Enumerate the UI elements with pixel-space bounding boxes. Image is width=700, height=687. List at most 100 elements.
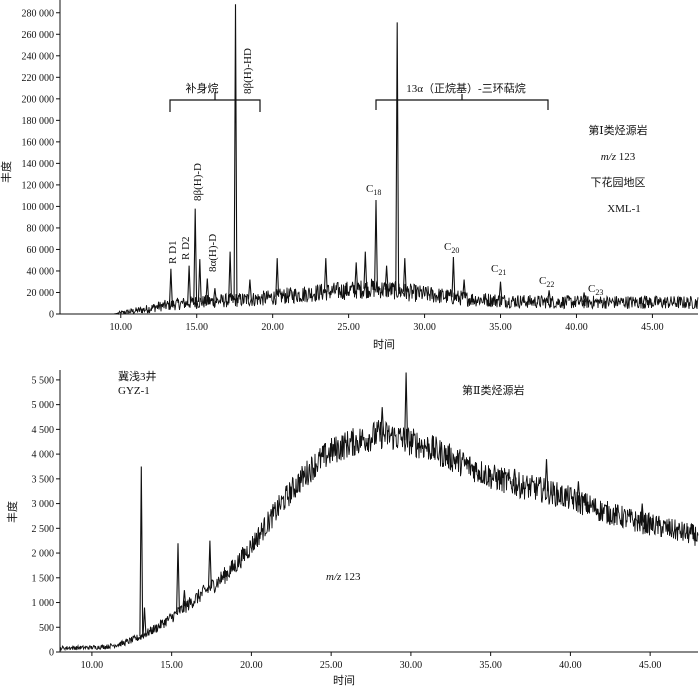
y-tick-label: 260 000 xyxy=(22,30,55,41)
peak xyxy=(402,258,407,292)
x-tick-label: 35.00 xyxy=(489,322,512,333)
label-tricyclic: 13α（正烷基）-三环萜烷 xyxy=(406,81,525,95)
y-tick-label: 60 000 xyxy=(27,245,55,256)
x-tick-label: 15.00 xyxy=(160,660,183,671)
bottom-peak-spikes xyxy=(139,372,645,637)
peak xyxy=(642,295,647,303)
peak xyxy=(247,279,252,300)
bottom-y-axis-label: 丰度 xyxy=(5,501,19,523)
top-x-ticks: 10.00 15.00 20.00 25.00 30.00 35.00 40.00 45.00 xyxy=(110,314,664,333)
peak xyxy=(275,258,280,297)
y-tick-label: 4 000 xyxy=(32,450,55,461)
x-tick-label: 20.00 xyxy=(261,322,284,333)
peak xyxy=(212,288,217,302)
label-c20: C20 xyxy=(444,241,459,255)
y-tick-label: 1 500 xyxy=(32,573,55,584)
peak xyxy=(640,503,645,523)
y-tick-label: 0 xyxy=(49,310,54,321)
peak xyxy=(193,208,198,303)
y-tick-label: 2 500 xyxy=(32,524,55,535)
x-tick-label: 35.00 xyxy=(479,660,502,671)
y-tick-label: 180 000 xyxy=(22,116,55,127)
peak xyxy=(187,265,192,303)
x-tick-label: 45.00 xyxy=(639,660,662,671)
peak xyxy=(139,466,144,637)
peak xyxy=(182,590,187,608)
x-tick-label: 40.00 xyxy=(565,322,588,333)
peak xyxy=(323,258,328,292)
y-tick-label: 1 000 xyxy=(32,598,55,609)
y-tick-label: 240 000 xyxy=(22,51,55,62)
top-chromatogram-trace xyxy=(60,278,699,316)
peak xyxy=(354,262,359,290)
top-info-area: 下花园地区 xyxy=(591,176,646,189)
top-info-mz: m/z 123 xyxy=(601,151,636,163)
x-tick-label: 15.00 xyxy=(185,322,208,333)
label-c22: C22 xyxy=(539,275,554,289)
label-bushen: 补身烷 xyxy=(186,81,219,95)
peak xyxy=(395,22,400,291)
bottom-x-ticks: 10.00 15.00 20.00 25.00 30.00 35.00 40.00 45.00 xyxy=(81,652,662,671)
y-tick-label: 500 xyxy=(39,623,54,634)
top-chromatogram-panel: 0 20 000 40 000 60 000 80 000 100 000 120 000 1… xyxy=(0,0,699,351)
peak xyxy=(142,607,147,635)
x-tick-label: 30.00 xyxy=(400,660,423,671)
peak xyxy=(380,407,385,435)
bottom-info-well: 冀浅3井 xyxy=(118,369,157,383)
peak xyxy=(547,290,552,302)
peak xyxy=(363,251,368,289)
y-tick-label: 4 500 xyxy=(32,425,55,436)
x-tick-label: 40.00 xyxy=(559,660,582,671)
y-tick-label: 5 000 xyxy=(32,400,55,411)
peak xyxy=(207,540,212,588)
top-y-ticks: 0 20 000 40 000 60 000 80 000 100 000 120 000 1… xyxy=(22,8,60,321)
y-tick-label: 0 xyxy=(49,648,54,659)
peak xyxy=(168,268,173,305)
peak xyxy=(228,251,233,301)
y-tick-label: 80 000 xyxy=(27,223,55,234)
y-tick-label: 100 000 xyxy=(22,202,55,213)
bottom-info-mz: m/z 123 xyxy=(326,571,361,583)
x-tick-label: 10.00 xyxy=(110,322,133,333)
peak xyxy=(197,259,202,303)
peak xyxy=(233,4,238,301)
peak xyxy=(462,279,467,299)
y-tick-label: 120 000 xyxy=(22,180,55,191)
peak xyxy=(451,256,456,298)
y-tick-label: 20 000 xyxy=(27,288,55,299)
y-tick-label: 40 000 xyxy=(27,266,55,277)
top-y-axis-label: 丰度 xyxy=(0,161,13,183)
bottom-y-ticks: 0 500 1 000 1 500 2 000 2 500 3 000 3 500 4 000 4… xyxy=(32,375,60,659)
peak xyxy=(498,281,503,301)
label-c23: C23 xyxy=(588,283,603,297)
label-rd1: R D1 xyxy=(167,240,179,264)
x-tick-label: 25.00 xyxy=(337,322,360,333)
top-info-sample: XML-1 xyxy=(607,203,641,215)
bottom-x-axis-label: 时间 xyxy=(333,674,355,687)
y-tick-label: 160 000 xyxy=(22,137,55,148)
y-tick-label: 140 000 xyxy=(22,159,55,170)
y-tick-label: 200 000 xyxy=(22,94,55,105)
peak xyxy=(576,481,581,502)
peak xyxy=(384,265,389,290)
x-tick-label: 10.00 xyxy=(81,660,104,671)
bottom-info-type: 第Ⅱ类烃源岩 xyxy=(462,383,524,397)
label-8a-d: 8α(H)-D xyxy=(207,234,219,272)
top-peak-spikes xyxy=(168,4,647,305)
peak xyxy=(176,543,180,613)
peak xyxy=(582,292,587,303)
x-tick-label: 20.00 xyxy=(240,660,263,671)
label-8b-hd: 8β(H)-HD xyxy=(242,48,254,94)
y-tick-label: 220 000 xyxy=(22,73,55,84)
peak xyxy=(404,372,409,441)
y-tick-label: 2 000 xyxy=(32,549,55,560)
bottom-chromatogram-panel: 0 500 1 000 1 500 2 000 2 500 3 000 3 500 4 000 4… xyxy=(5,369,699,687)
bracket-bushen xyxy=(169,92,261,112)
y-tick-label: 5 500 xyxy=(32,375,55,386)
top-info-type: 第Ⅰ类烃源岩 xyxy=(588,123,647,137)
bottom-info-sample: GYZ-1 xyxy=(118,385,150,397)
peak xyxy=(205,278,210,302)
y-tick-label: 280 000 xyxy=(22,8,55,19)
peak xyxy=(374,199,378,289)
